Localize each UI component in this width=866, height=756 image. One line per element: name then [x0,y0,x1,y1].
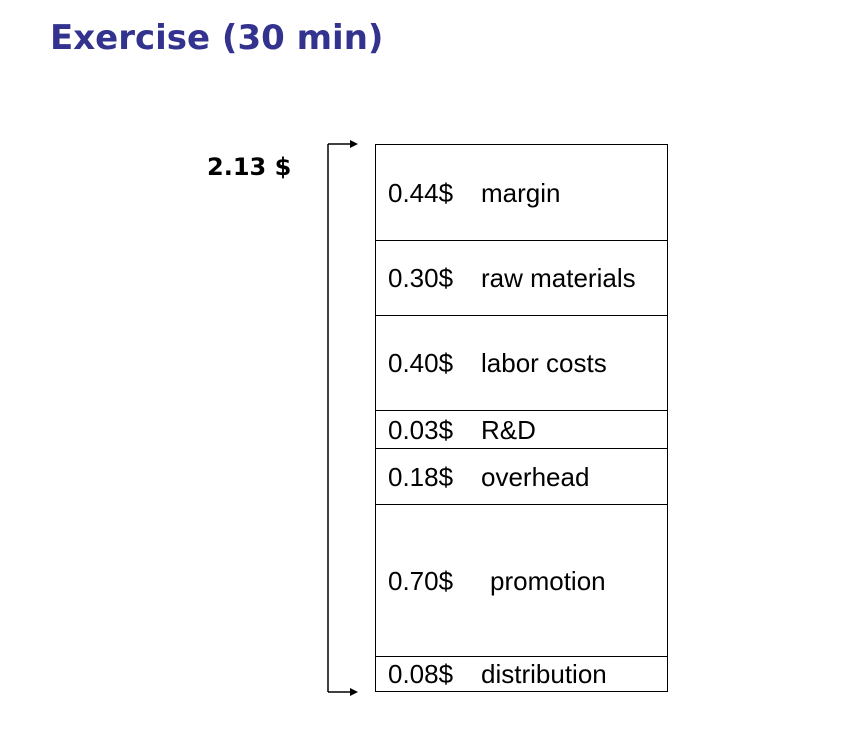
bracket-top-arrowhead [350,140,358,148]
segment-label: raw materials [481,263,636,293]
total-price-label: 2.13 $ [207,153,292,181]
segment-label: distribution [481,658,607,689]
segment-value: 0.03$ [388,414,454,445]
bracket-bottom-arrowhead [350,688,358,696]
segment-value: 0.08$ [388,658,454,689]
segment-value: 0.18$ [388,461,454,492]
cost-breakdown-box: 0.44$ margin 0.30$ raw materials 0.40$ l… [375,144,668,692]
page-title: Exercise (30 min) [50,18,384,58]
segment-distribution: 0.08$ distribution [376,656,667,691]
segment-value: 0.70$ [388,565,454,596]
segment-r-and-d: 0.03$ R&D [376,410,667,449]
segment-value: 0.30$ [388,263,454,293]
segment-margin: 0.44$ margin [376,145,667,241]
segment-overhead: 0.18$ overhead [376,448,667,505]
segment-labor-costs: 0.40$ labor costs [376,315,667,411]
segment-value: 0.44$ [388,177,454,208]
segment-label: overhead [481,461,590,492]
segment-label: labor costs [481,348,607,378]
segment-promotion: 0.70$ promotion [376,504,667,657]
segment-value: 0.40$ [388,348,454,378]
segment-label: promotion [490,565,606,596]
segment-raw-materials: 0.30$ raw materials [376,240,667,316]
segment-label: margin [481,177,561,208]
segment-label: R&D [481,414,536,445]
